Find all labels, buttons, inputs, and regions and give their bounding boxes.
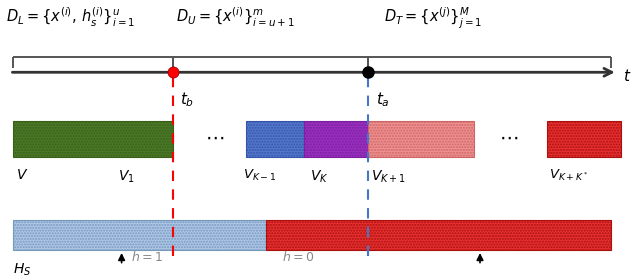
Text: $t_a$: $t_a$ [376, 90, 390, 109]
Text: $V_{K+K^*}$: $V_{K+K^*}$ [549, 168, 589, 183]
Bar [246, 121, 304, 157]
Text: $D_L = \{x^{(i)},\, h_s^{(i)}\}_{i=1}^{u}$: $D_L = \{x^{(i)},\, h_s^{(i)}\}_{i=1}^{u… [6, 6, 136, 29]
Bar [368, 121, 474, 157]
Bar [13, 121, 173, 157]
Bar [547, 121, 621, 157]
Bar [266, 220, 611, 250]
Text: $\cdots$: $\cdots$ [499, 128, 518, 147]
Text: $V_1$: $V_1$ [118, 168, 135, 185]
Text: $V$: $V$ [16, 168, 28, 182]
Text: $D_U = \{x^{(i)}\}_{i=u+1}^{m}$: $D_U = \{x^{(i)}\}_{i=u+1}^{m}$ [176, 6, 294, 29]
Bar [13, 220, 266, 250]
Text: $V_{K+1}$: $V_{K+1}$ [371, 168, 406, 185]
Bar [304, 121, 368, 157]
Text: $h=0$: $h=0$ [282, 250, 314, 264]
Text: $V_K$: $V_K$ [310, 168, 329, 185]
Text: $t$: $t$ [623, 68, 631, 85]
Text: $\cdots$: $\cdots$ [205, 128, 224, 147]
Text: $H_S$: $H_S$ [13, 261, 31, 278]
Text: $D_T = \{x^{(j)}\}_{j=1}^{M}$: $D_T = \{x^{(j)}\}_{j=1}^{M}$ [384, 6, 483, 31]
Text: $t_b$: $t_b$ [180, 90, 195, 109]
Text: $h=1$: $h=1$ [131, 250, 163, 264]
Text: $V_{K-1}$: $V_{K-1}$ [243, 168, 276, 183]
